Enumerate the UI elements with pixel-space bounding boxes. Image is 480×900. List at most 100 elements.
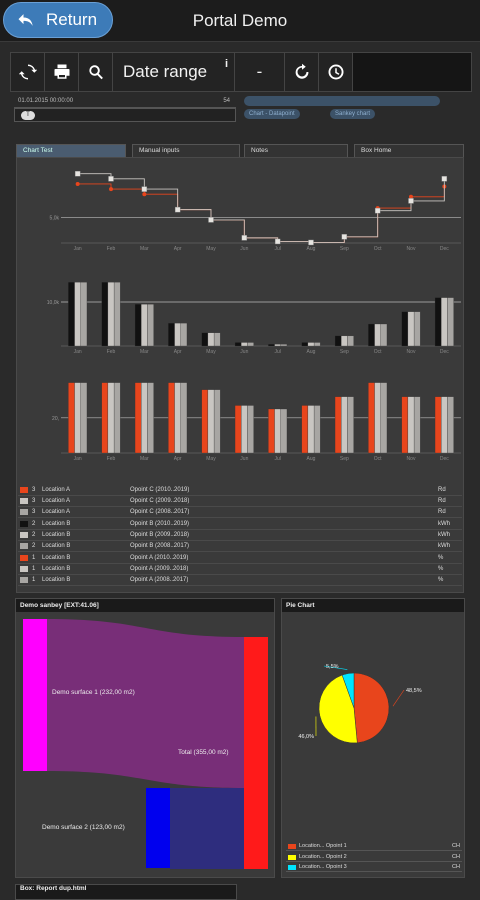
legend-index: 2 [32,543,36,549]
pie-legend-row[interactable]: Location... Opoint 1 CH [286,842,462,851]
bar [368,323,375,347]
tag-chart-datapoint[interactable]: Chart - Datapoint [244,109,300,119]
legend-row[interactable]: 3 Location A Opoint C (2009..2018) Rd [18,496,462,507]
pie-panel: Pie Chart 48,5% 46,0% 5,5% Location... Opo… [281,598,465,878]
line-point [174,206,181,213]
x-tick-label: Apr [174,456,182,462]
tab-notes[interactable]: Notes [244,144,348,158]
x-tick-label: Aug [307,246,316,252]
date-range-button[interactable]: Date range i [113,53,235,91]
legend-row[interactable]: 1 Location B Opoint A (2009..2018)% [18,564,462,575]
legend-row[interactable]: 3 Location A Opoint C (2008..2017) Rd [18,507,462,518]
search-button[interactable] [79,53,113,91]
x-tick-label: Nov [407,349,416,355]
x-tick-label: Jan [74,349,82,355]
line-point [308,239,314,246]
legend-row[interactable]: 1 Location B Opoint A (2010..2019)% [18,553,462,564]
print-button[interactable] [45,53,79,91]
bar [101,382,109,454]
clock-button[interactable] [319,53,353,91]
x-tick-label: May [206,246,216,252]
line-point [208,217,214,223]
pie-legend-swatch [288,855,296,860]
legend-row[interactable]: 2 Location B Opoint B (2008..2017) kWh [18,541,462,552]
pie-legend-row[interactable]: Location... Opoint 2 CH [286,853,462,862]
bar [113,382,121,454]
legend-location: Location B [42,566,71,572]
bar [268,344,275,347]
legend-row[interactable]: 1 Location B Opoint A (2008..2017)% [18,575,462,586]
bar [334,335,342,347]
tag-sankey-chart[interactable]: Sankey chart [330,109,376,119]
reload-button[interactable] [285,53,319,91]
legend-index: 1 [32,566,36,572]
legend-index: 1 [32,555,36,561]
legend-row[interactable]: 2 Location B Opoint B (2009..2018) kWh [18,530,462,541]
filter-field[interactable]: T [14,108,236,122]
legend-row[interactable]: 3 Location A Opoint C (2010..2019) Rd [18,485,462,496]
bar [301,405,309,454]
x-tick-label: Jul [274,246,280,252]
tab-chart-test[interactable]: Chart Test [16,144,126,158]
bar [347,396,354,454]
pie-legend-swatch [288,865,296,870]
sankey-label-surface2: Demo surface 2 (123,00 m2) [42,824,125,831]
x-tick-label: Feb [107,246,116,252]
bar [241,342,248,347]
sankey-label-surface1: Demo surface 1 (232,00 m2) [52,689,135,696]
bar [334,396,342,454]
legend-swatch [20,577,28,583]
reload-icon [295,63,308,79]
legend-swatch [20,509,28,515]
tag-hidden[interactable] [244,96,440,106]
bar [407,396,415,454]
timestamp-text: 01.01.2015 00:00:00 [18,98,74,104]
line-point [109,187,113,192]
legend-datapoint: Opoint A (2010..2019) [130,555,189,561]
bar [413,396,421,454]
charts-svg: 5,0k Jan Feb Mar Apr May Jun Jul Aug Sep Oct Nov Dec… [47,170,461,462]
legend-location: Location A [42,487,71,493]
pie-legend-row[interactable]: Location... Opoint 3 CH [286,863,462,872]
sankey-label-total: Total (355,00 m2) [178,749,229,756]
line-point [408,198,414,204]
line-series-1 [77,173,445,243]
bar [347,335,354,347]
pie-slice-label: 5,5% [326,664,339,670]
legend-unit: Rd [438,498,446,504]
sankey-link-surface1 [47,619,244,788]
tab-manual-inputs[interactable]: Manual inputs [132,144,240,158]
bar [207,389,215,454]
y-tick-label-0: 5,0k [50,215,60,221]
refresh-button[interactable] [11,53,45,91]
legend-datapoint: Opoint B (2009..2018) [130,532,190,538]
bar [207,332,215,347]
line-point [374,207,381,214]
legend-swatch [20,543,28,549]
bar [374,382,381,454]
x-tick-label: Dec [440,246,449,252]
legend-unit: Rd [438,509,446,515]
line-point [441,176,448,182]
line-point [74,170,81,177]
legend-location: Location B [42,532,71,538]
legend-swatch [20,521,28,527]
legend-row[interactable]: 2 Location B Opoint B (2010..2019) kWh [18,519,462,530]
legend-unit: Rd [438,487,446,493]
pie-legend-unit: CH [452,854,460,860]
bar [274,344,281,347]
return-button[interactable]: Return [3,2,113,38]
bar [80,282,88,347]
bar [213,389,221,454]
bar [413,311,421,347]
filter-pill[interactable]: T [21,111,35,120]
tab-box-home[interactable]: Box Home [354,144,464,158]
legend-unit: kWh [438,543,450,549]
bar [180,322,188,347]
bar [407,311,415,347]
pie-legend-unit: CH [452,864,460,870]
bar [307,405,315,454]
bar [74,282,81,347]
bar [134,304,142,347]
bar [174,322,181,347]
